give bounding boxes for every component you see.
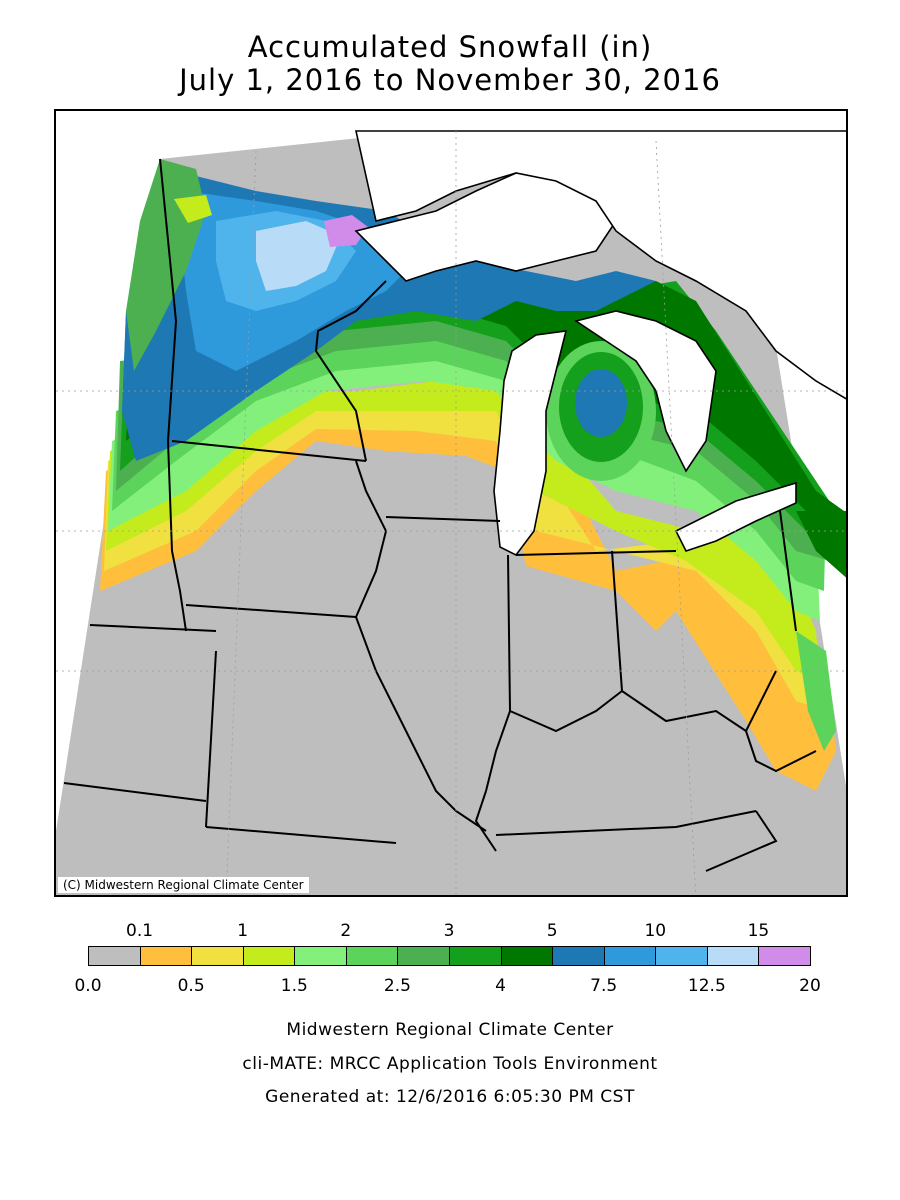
border-oh-ky [621, 670, 777, 733]
contour-purple [324, 215, 368, 247]
legend-swatch [706, 946, 760, 966]
contour-east-dark [796, 511, 846, 578]
legend-lower-label: 1.5 [280, 976, 308, 996]
graticule [56, 131, 846, 895]
snowfall-map: (C) Midwestern Regional Climate Center [54, 109, 848, 897]
legend-bar [88, 946, 811, 968]
legend-lower-label: 20 [799, 976, 821, 996]
border-mi-oh [515, 550, 677, 556]
legend-upper-label: 3 [443, 921, 455, 941]
legend-swatch [191, 946, 244, 966]
legend-lower-label: 0.0 [74, 976, 102, 996]
border-in-oh [611, 550, 623, 692]
legend-upper-label: 2 [340, 921, 352, 941]
border-ks-mo [205, 650, 217, 828]
contour-blue-pale [256, 221, 341, 291]
color-legend: 0.1 1 2 3 5 10 15 0.0 0.5 1.5 2.5 4 7.5 12.5 20 [0, 920, 900, 1000]
map-copyright: (C) Midwestern Regional Climate Center [58, 877, 309, 893]
map-date-range: July 1, 2016 to November 30, 2016 [179, 63, 721, 97]
legend-swatch [552, 946, 605, 966]
border-sd-mn [167, 440, 187, 632]
contour-northwest-lime [174, 195, 212, 223]
border-ok-ks [63, 782, 207, 802]
map-canvas [56, 130, 846, 895]
legend-swatch [139, 946, 193, 966]
footer-generated: Generated at: 12/6/2016 6:05:30 PM CST [265, 1087, 635, 1107]
border-il-ky [474, 790, 497, 852]
border-wv-ky [745, 730, 817, 773]
legend-swatch [603, 946, 657, 966]
border-mo-ar [205, 826, 397, 844]
legend-swatch [242, 946, 296, 966]
legend-lower-label: 2.5 [383, 976, 411, 996]
legend-swatch [758, 946, 811, 966]
border-ky-tn [495, 810, 757, 836]
contour-east-green [796, 631, 836, 751]
legend-swatch [449, 946, 502, 966]
lake-superior [354, 170, 617, 282]
legend-lower-label: 4 [495, 976, 506, 996]
legend-upper-label: 0.1 [126, 921, 154, 941]
legend-swatch [294, 946, 347, 966]
lake-huron [574, 310, 717, 473]
legend-lower-label: 12.5 [687, 976, 726, 996]
border-mn-ia [171, 440, 367, 462]
legend-swatch [500, 946, 554, 966]
footer-toolname: cli-MATE: MRCC Application Tools Environ… [242, 1054, 658, 1074]
border-nd-mn [159, 158, 178, 442]
border-mn-wi [314, 280, 387, 462]
border-wi-il [385, 516, 501, 522]
legend-swatch [655, 946, 708, 966]
lake-michigan [493, 330, 568, 557]
footer-organization: Midwestern Regional Climate Center [286, 1020, 614, 1040]
legend-upper-label: 10 [644, 921, 667, 941]
map-title: Accumulated Snowfall (in) [247, 30, 653, 64]
state-boundaries [63, 158, 817, 872]
legend-upper-label: 15 [747, 921, 770, 941]
legend-swatch [345, 946, 399, 966]
lake-erie [674, 481, 797, 552]
border-va-tn [705, 810, 778, 872]
legend-swatch [397, 946, 450, 966]
legend-upper-label: 1 [237, 921, 249, 941]
border-ne-ks [89, 624, 217, 632]
legend-lower-label: 7.5 [590, 976, 618, 996]
border-in-ky [509, 690, 623, 733]
legend-lower-label: 0.5 [177, 976, 205, 996]
border-il-in [485, 554, 512, 792]
great-lakes [354, 130, 846, 557]
contour-michigan-ring-3 [575, 369, 627, 437]
legend-upper-label: 5 [546, 921, 558, 941]
canada-land [355, 130, 846, 400]
legend-swatch [88, 946, 141, 966]
border-ia-mo [185, 604, 357, 618]
